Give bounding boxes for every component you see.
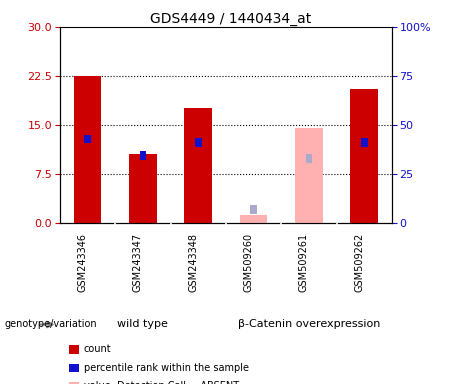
Bar [306,154,312,163]
Text: GSM243347: GSM243347 [133,233,143,292]
Text: percentile rank within the sample: percentile rank within the sample [84,363,249,373]
Text: GDS4449 / 1440434_at: GDS4449 / 1440434_at [150,12,311,25]
Bar [295,128,323,223]
Text: genotype/variation: genotype/variation [5,319,97,329]
Bar [240,215,267,223]
Text: GSM509261: GSM509261 [299,233,309,292]
Text: count: count [84,344,112,354]
Text: GSM509260: GSM509260 [243,233,254,292]
Bar [250,205,257,214]
Text: GSM509262: GSM509262 [354,233,364,292]
Bar [184,109,212,223]
Text: value, Detection Call = ABSENT: value, Detection Call = ABSENT [84,381,239,384]
Bar [74,76,101,223]
Bar [350,89,378,223]
Bar [140,151,146,160]
Text: GSM243346: GSM243346 [77,233,88,292]
Bar [84,135,91,143]
Bar [195,138,201,147]
Bar [361,138,367,147]
Text: GSM243348: GSM243348 [188,233,198,292]
Text: β-Catenin overexpression: β-Catenin overexpression [238,319,380,329]
Bar [129,154,157,223]
Text: wild type: wild type [118,319,168,329]
